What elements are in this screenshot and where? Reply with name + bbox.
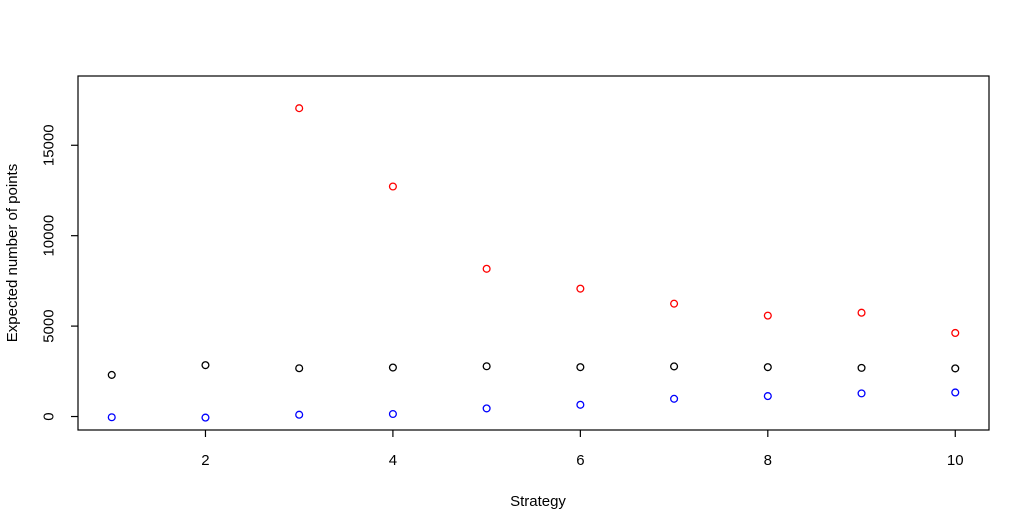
data-point-red [857, 308, 866, 317]
x-axis-tick-label: 6 [576, 452, 584, 469]
plot-box [77, 75, 990, 431]
data-point-red [763, 311, 772, 320]
y-axis-tick-label: 5000 [41, 309, 58, 342]
data-point-blue [857, 389, 866, 398]
y-axis-tick-label: 10000 [41, 215, 58, 257]
data-point-black [482, 362, 491, 371]
data-point-black [670, 362, 679, 371]
y-axis-title: Expected number of points [4, 163, 21, 343]
y-axis-tick-label: 15000 [41, 124, 58, 166]
data-point-blue [107, 413, 116, 422]
data-point-black [763, 363, 772, 372]
data-point-blue [670, 394, 679, 403]
x-axis-tick-label: 4 [389, 452, 397, 469]
x-axis-tick-label: 10 [947, 452, 964, 469]
data-point-red [295, 104, 304, 113]
data-point-blue [763, 392, 772, 401]
data-point-blue [295, 410, 304, 419]
data-point-black [388, 363, 397, 372]
data-point-red [951, 328, 960, 338]
data-point-black [576, 363, 585, 372]
data-point-red [576, 284, 585, 293]
data-point-red [388, 182, 397, 191]
data-point-blue [951, 388, 960, 397]
data-point-blue [482, 404, 491, 413]
data-point-black [857, 363, 866, 372]
data-point-black [201, 361, 210, 370]
data-point-black [295, 364, 304, 373]
x-axis-title: Strategy [510, 493, 566, 510]
data-point-blue [388, 409, 397, 419]
data-point-blue [201, 413, 210, 422]
data-point-red [482, 264, 491, 273]
y-axis-tick-label: 0 [41, 412, 58, 420]
x-axis-tick-label: 2 [201, 452, 209, 469]
x-axis-tick-label: 8 [764, 452, 772, 469]
data-point-black [951, 364, 960, 373]
data-point-red [670, 299, 679, 308]
data-point-blue [576, 400, 585, 409]
data-point-black [107, 370, 116, 379]
